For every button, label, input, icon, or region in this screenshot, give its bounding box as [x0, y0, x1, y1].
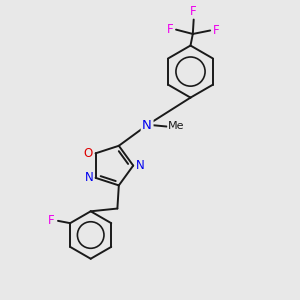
Text: N: N	[142, 118, 152, 132]
Text: F: F	[48, 214, 55, 227]
Text: F: F	[190, 5, 197, 18]
Text: Me: Me	[168, 121, 184, 131]
Text: F: F	[167, 23, 174, 36]
Text: N: N	[136, 159, 144, 172]
Text: O: O	[83, 147, 93, 160]
Text: N: N	[85, 171, 93, 184]
Text: F: F	[212, 24, 219, 37]
